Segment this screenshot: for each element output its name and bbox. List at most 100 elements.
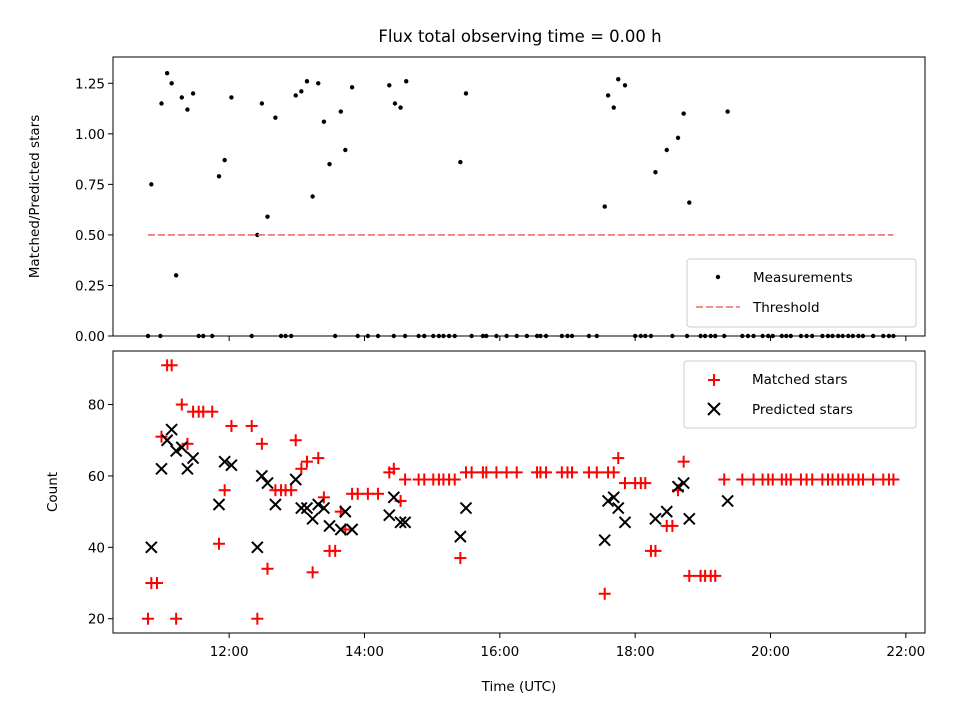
- predicted-stars-legend-label: Predicted stars: [752, 402, 853, 418]
- predicted-stars-point: [394, 516, 407, 529]
- matched-stars-point: [490, 466, 503, 479]
- predicted-stars-point: [677, 476, 690, 490]
- matched-stars-legend-label: Matched stars: [752, 372, 848, 388]
- matched-stars-point: [612, 452, 625, 465]
- matched-stars-point: [598, 587, 611, 600]
- matched-stars-point: [306, 566, 319, 579]
- y-tick-label: 0.75: [75, 177, 105, 193]
- x-tick-label: 14:00: [345, 644, 384, 660]
- predicted-stars-point: [145, 541, 158, 554]
- y-tick-label: 0.50: [75, 228, 105, 244]
- predicted-stars-point: [683, 512, 696, 525]
- matched-stars-point: [784, 473, 797, 486]
- predicted-stars-point: [300, 501, 314, 515]
- predicted-stars-point: [255, 469, 269, 483]
- x-tick-label: 20:00: [751, 644, 790, 660]
- ratio-y-axis-label: Matched/Predicted stars: [27, 115, 43, 278]
- matched-stars-point: [867, 473, 880, 486]
- matched-stars-point: [170, 612, 183, 625]
- matched-stars-point: [736, 473, 749, 486]
- measurements-point: [422, 333, 427, 339]
- matched-stars-point: [218, 484, 231, 497]
- predicted-stars-point: [312, 498, 325, 511]
- measurements-point: [278, 333, 284, 339]
- matched-stars-point: [175, 398, 188, 411]
- measurements-point: [648, 333, 654, 339]
- matched-stars-point: [683, 569, 696, 582]
- x-tick-label: 18:00: [616, 644, 655, 660]
- predicted-stars-point: [155, 462, 168, 476]
- matched-stars-point: [289, 434, 302, 447]
- predicted-stars-point: [181, 462, 194, 476]
- matched-stars-point: [619, 477, 632, 490]
- matched-stars-point: [480, 466, 493, 479]
- measurements-point: [770, 333, 775, 339]
- predicted-stars-point: [289, 473, 302, 486]
- matched-stars-point: [329, 544, 342, 557]
- measurements-point: [524, 333, 530, 339]
- matched-stars-point: [607, 466, 620, 479]
- measurements-point: [760, 333, 765, 339]
- predicted-stars-point: [251, 541, 264, 554]
- matched-stars-point: [317, 491, 330, 504]
- count-legend: Matched stars Predicted stars: [683, 360, 917, 429]
- y-tick-label: 1.25: [75, 76, 105, 92]
- y-tick-label: 40: [88, 540, 105, 556]
- measurements-point: [820, 333, 825, 339]
- measurements-point: [825, 333, 831, 339]
- measurements-point: [273, 115, 278, 120]
- measurements-point: [159, 101, 164, 106]
- measurements-point: [708, 333, 713, 339]
- measurements-point: [494, 333, 499, 339]
- x-tick-label: 12:00: [210, 644, 249, 660]
- measurements-point: [480, 333, 486, 339]
- measurements-point: [469, 333, 474, 339]
- measurements-point: [392, 101, 398, 106]
- measurements-point: [349, 85, 355, 90]
- measurements-point: [201, 333, 206, 339]
- predicted-stars-point: [618, 516, 632, 529]
- measurements-point: [751, 333, 756, 339]
- measurements-point: [463, 91, 469, 96]
- matched-stars-point: [709, 569, 722, 582]
- matched-stars-point: [206, 405, 219, 418]
- matched-stars-point: [181, 437, 194, 450]
- measurements-point: [611, 105, 616, 110]
- measurements-point: [398, 105, 403, 110]
- y-tick-label: 20: [88, 612, 105, 628]
- matched-stars-point: [887, 473, 900, 486]
- measurements-point: [259, 101, 265, 106]
- matched-stars-point: [649, 544, 662, 557]
- predicted-stars-point: [306, 512, 319, 525]
- measurements-point: [299, 89, 304, 94]
- measurements-point: [860, 333, 866, 339]
- measurements-point: [850, 333, 856, 339]
- measurements-point: [670, 333, 675, 339]
- matched-stars-point: [465, 466, 478, 479]
- measurements-point: [149, 182, 154, 187]
- measurements-point: [870, 333, 876, 339]
- matched-stars-point: [150, 577, 163, 590]
- measurements-point: [698, 333, 703, 339]
- measurements-point: [788, 333, 793, 339]
- measurements-point: [332, 333, 338, 339]
- measurements-point: [327, 161, 332, 167]
- measurements-point: [365, 333, 371, 339]
- ratio-legend-frame: [686, 258, 917, 328]
- count-legend-frame: [683, 360, 917, 429]
- matched-stars-point: [155, 430, 168, 443]
- predicted-stars-legend-marker: [707, 402, 721, 416]
- measurements-point: [484, 333, 489, 339]
- count-y-axis: 20 40 60 80: [88, 398, 113, 628]
- predicted-stars-point: [323, 519, 336, 533]
- predicted-stars-point: [454, 530, 467, 543]
- measurements-point: [804, 333, 809, 339]
- measurements-point: [856, 333, 861, 339]
- measurements-point: [569, 333, 575, 339]
- measurements-point: [391, 333, 397, 339]
- measurements-point: [605, 93, 611, 98]
- measurements-point: [316, 81, 321, 86]
- measurements-point: [229, 95, 234, 100]
- predicted-stars-point: [721, 494, 734, 508]
